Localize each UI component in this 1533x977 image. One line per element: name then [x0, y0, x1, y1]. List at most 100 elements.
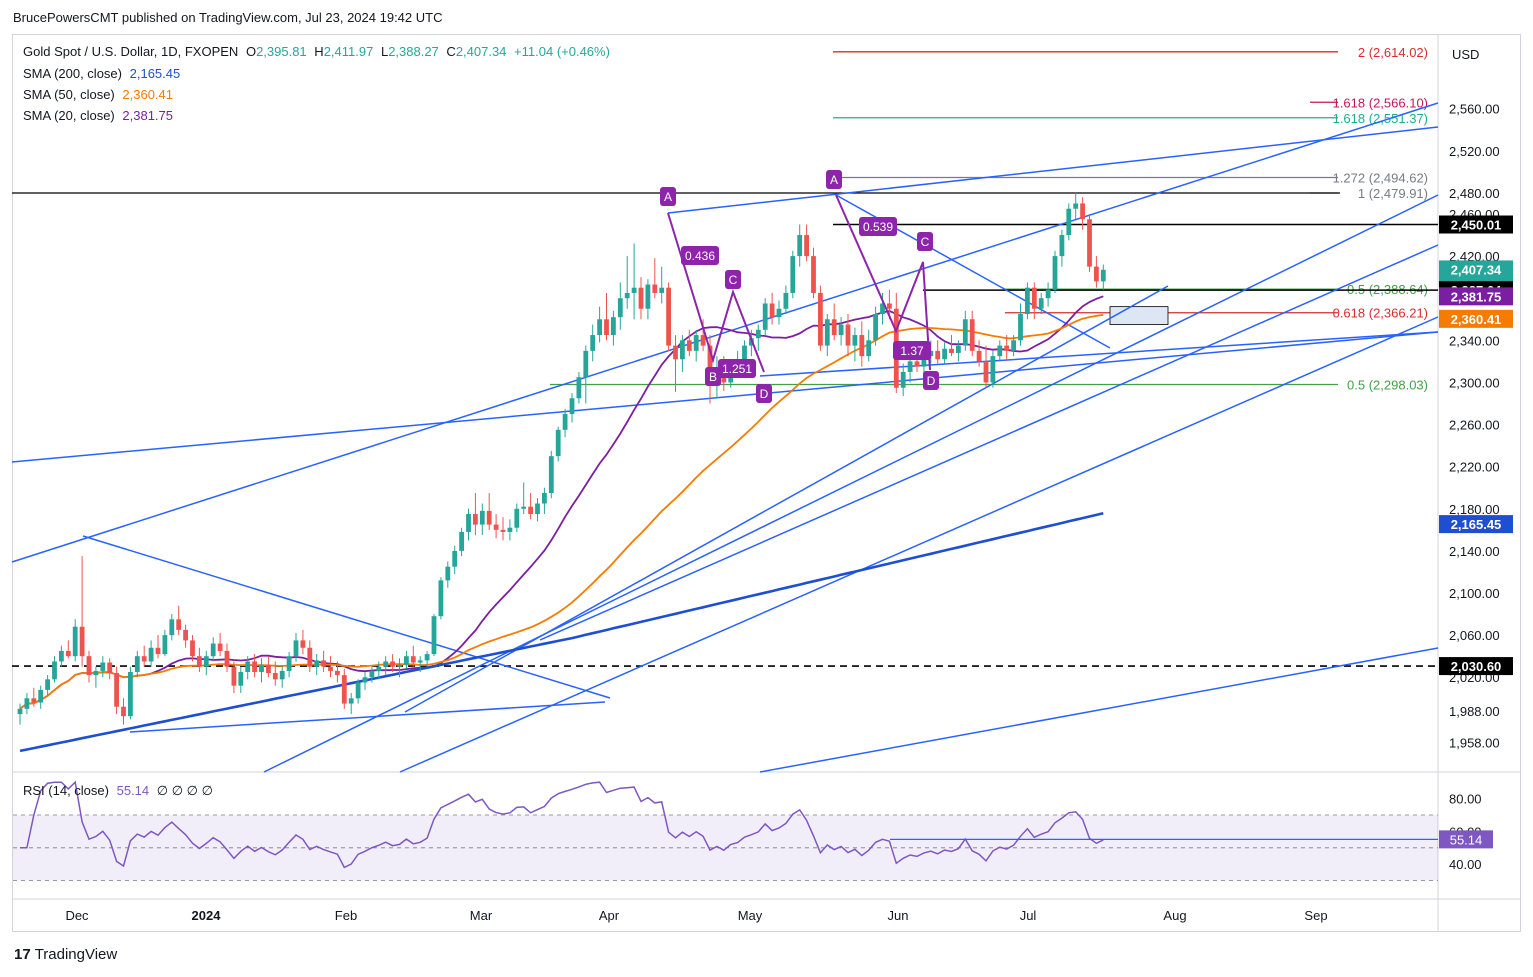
candle-body [880, 303, 885, 315]
candle-body [935, 350, 941, 360]
fib-level-label: 0.5 (2,298.03) [1347, 378, 1428, 393]
x-tick-label: Sep [1304, 908, 1327, 923]
y-tick-label: 2,060.00 [1449, 628, 1500, 643]
candle-body [790, 256, 796, 293]
candle-body [141, 656, 147, 662]
candle-body [1018, 314, 1023, 341]
candle-body [666, 287, 671, 346]
price-axis-tag-label: 2,381.75 [1451, 289, 1502, 304]
candle-body [79, 626, 85, 657]
legend-sma200-label: SMA (200, close) [23, 66, 122, 81]
legend-open: O2,395.81 [246, 44, 307, 59]
price-axis-tag [1439, 515, 1513, 534]
candle-body [831, 319, 837, 336]
candle-body [473, 514, 478, 525]
candle-body [328, 666, 333, 671]
candle-body [907, 361, 913, 372]
candle-body [279, 670, 285, 680]
candle-body [224, 650, 230, 667]
candle-body [652, 284, 658, 293]
candle-body [404, 656, 409, 665]
price-axis-tag-label: 2,407.34 [1451, 262, 1502, 277]
candle-body [197, 656, 202, 667]
tradingview-logo[interactable]: 17 TradingView [14, 946, 117, 963]
candle-body [438, 580, 444, 617]
candle-body [231, 666, 237, 686]
candle-body [997, 345, 1003, 357]
candle-body [921, 356, 927, 367]
currency-label: USD [1452, 47, 1479, 62]
candle-body [238, 671, 244, 686]
pattern-point-badge [826, 170, 842, 189]
candle-body [873, 314, 878, 341]
candle-body [183, 629, 188, 641]
candle-body [341, 675, 347, 704]
candle-body [1038, 298, 1044, 309]
trend-line [82, 535, 611, 699]
candle-body [693, 335, 699, 351]
legend-rsi[interactable]: RSI (14, close) 55.14 ∅ ∅ ∅ ∅ [23, 783, 217, 799]
candle-body [1045, 289, 1051, 299]
candle-body [1087, 219, 1092, 267]
legend-sma200-value: 2,165.45 [129, 66, 181, 81]
y-tick-label: 1,988.00 [1449, 704, 1500, 719]
candle-body [1066, 208, 1072, 236]
candle-body [700, 335, 706, 346]
candle-body [452, 550, 458, 567]
legend-open-value: 2,395.81 [256, 44, 307, 59]
fib-level-label: 2 (2,614.02) [1358, 45, 1428, 60]
price-axis-tag [1439, 309, 1513, 328]
candle-body [383, 661, 389, 667]
y-tick-label: 2,480.00 [1449, 186, 1500, 201]
candle-body [1025, 287, 1030, 315]
candle-body [604, 319, 609, 336]
sma50-line [19, 313, 1104, 710]
candle-body [314, 660, 320, 667]
legend-sma20-value: 2,381.75 [122, 108, 173, 123]
candle-body [293, 640, 299, 657]
candle-body [245, 661, 251, 672]
legend-sma50[interactable]: SMA (50, close) 2,360.41 [23, 87, 177, 102]
y-tick-label: 2,260.00 [1449, 418, 1500, 433]
legend-sma200[interactable]: SMA (200, close) 2,165.45 [23, 66, 184, 81]
candle-body [500, 529, 506, 532]
candle-body [742, 345, 747, 362]
candle-body [38, 689, 44, 703]
abcd-pattern-1 [667, 212, 765, 373]
candle-body [390, 661, 395, 667]
candle-body [762, 303, 768, 330]
candle-body [824, 319, 830, 346]
candle-body [818, 292, 823, 346]
candle-body [1011, 340, 1016, 351]
candle-body [900, 371, 906, 388]
candle-body [528, 506, 533, 515]
candle-body [190, 640, 195, 657]
candle-body [203, 656, 209, 667]
x-tick-label: Mar [470, 908, 493, 923]
tradingview-mark-icon: 17 [14, 946, 31, 963]
trend-line [667, 126, 1439, 214]
candle-body [376, 666, 382, 671]
x-tick-label: Jun [888, 908, 909, 923]
candle-body [956, 345, 961, 353]
candle-body [121, 706, 126, 717]
legend-sma20-label: SMA (20, close) [23, 108, 115, 123]
candle-body [65, 650, 71, 657]
pattern-ratio-label: 1.37 [900, 344, 924, 358]
candle-body [1094, 266, 1099, 282]
y-tick-label: 2,100.00 [1449, 586, 1500, 601]
pattern-point-badge [660, 187, 676, 206]
tradingview-wordmark: TradingView [34, 946, 118, 963]
price-axis-tag [1439, 287, 1513, 306]
x-tick-label: 2024 [192, 908, 222, 923]
candle-body [348, 698, 354, 704]
candle-body [410, 656, 416, 663]
legend-sma20[interactable]: SMA (20, close) 2,381.75 [23, 108, 177, 123]
legend-close-value: 2,407.34 [455, 44, 507, 59]
candle-body [569, 398, 575, 415]
price-axis-tag-label: 2,360.41 [1451, 312, 1502, 327]
fib-level-label: 1.272 (2,494.62) [1333, 171, 1428, 186]
legend-rsi-value: 55.14 [116, 783, 150, 798]
pattern-ratio-badge [893, 341, 931, 360]
